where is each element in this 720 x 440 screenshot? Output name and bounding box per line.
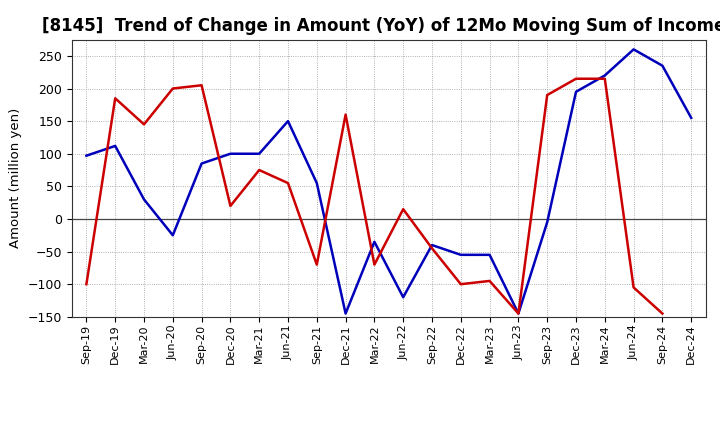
Net Income	[370, 262, 379, 267]
Net Income	[658, 311, 667, 316]
Ordinary Income	[341, 311, 350, 316]
Net Income	[255, 167, 264, 172]
Net Income	[456, 282, 465, 287]
Net Income	[226, 203, 235, 209]
Ordinary Income	[600, 73, 609, 78]
Ordinary Income	[428, 242, 436, 248]
Ordinary Income	[370, 239, 379, 245]
Ordinary Income	[284, 118, 292, 124]
Ordinary Income	[687, 115, 696, 121]
Ordinary Income	[399, 295, 408, 300]
Ordinary Income	[658, 63, 667, 68]
Net Income	[168, 86, 177, 91]
Net Income	[341, 112, 350, 117]
Ordinary Income	[140, 197, 148, 202]
Net Income	[485, 278, 494, 283]
Ordinary Income	[197, 161, 206, 166]
Net Income	[399, 206, 408, 212]
Net Income	[543, 92, 552, 98]
Ordinary Income	[456, 252, 465, 257]
Net Income	[140, 122, 148, 127]
Net Income	[111, 95, 120, 101]
Title: [8145]  Trend of Change in Amount (YoY) of 12Mo Moving Sum of Incomes: [8145] Trend of Change in Amount (YoY) o…	[42, 17, 720, 35]
Net Income	[428, 246, 436, 251]
Y-axis label: Amount (million yen): Amount (million yen)	[9, 108, 22, 248]
Ordinary Income	[111, 143, 120, 149]
Ordinary Income	[572, 89, 580, 95]
Ordinary Income	[312, 180, 321, 186]
Ordinary Income	[168, 233, 177, 238]
Net Income	[600, 76, 609, 81]
Net Income	[514, 311, 523, 316]
Net Income	[82, 282, 91, 287]
Net Income	[572, 76, 580, 81]
Net Income	[629, 285, 638, 290]
Ordinary Income	[485, 252, 494, 257]
Ordinary Income	[82, 153, 91, 158]
Line: Net Income: Net Income	[86, 79, 662, 314]
Line: Ordinary Income: Ordinary Income	[86, 49, 691, 314]
Ordinary Income	[226, 151, 235, 156]
Net Income	[312, 262, 321, 267]
Net Income	[197, 83, 206, 88]
Ordinary Income	[543, 220, 552, 225]
Net Income	[284, 180, 292, 186]
Ordinary Income	[514, 311, 523, 316]
Ordinary Income	[255, 151, 264, 156]
Ordinary Income	[629, 47, 638, 52]
